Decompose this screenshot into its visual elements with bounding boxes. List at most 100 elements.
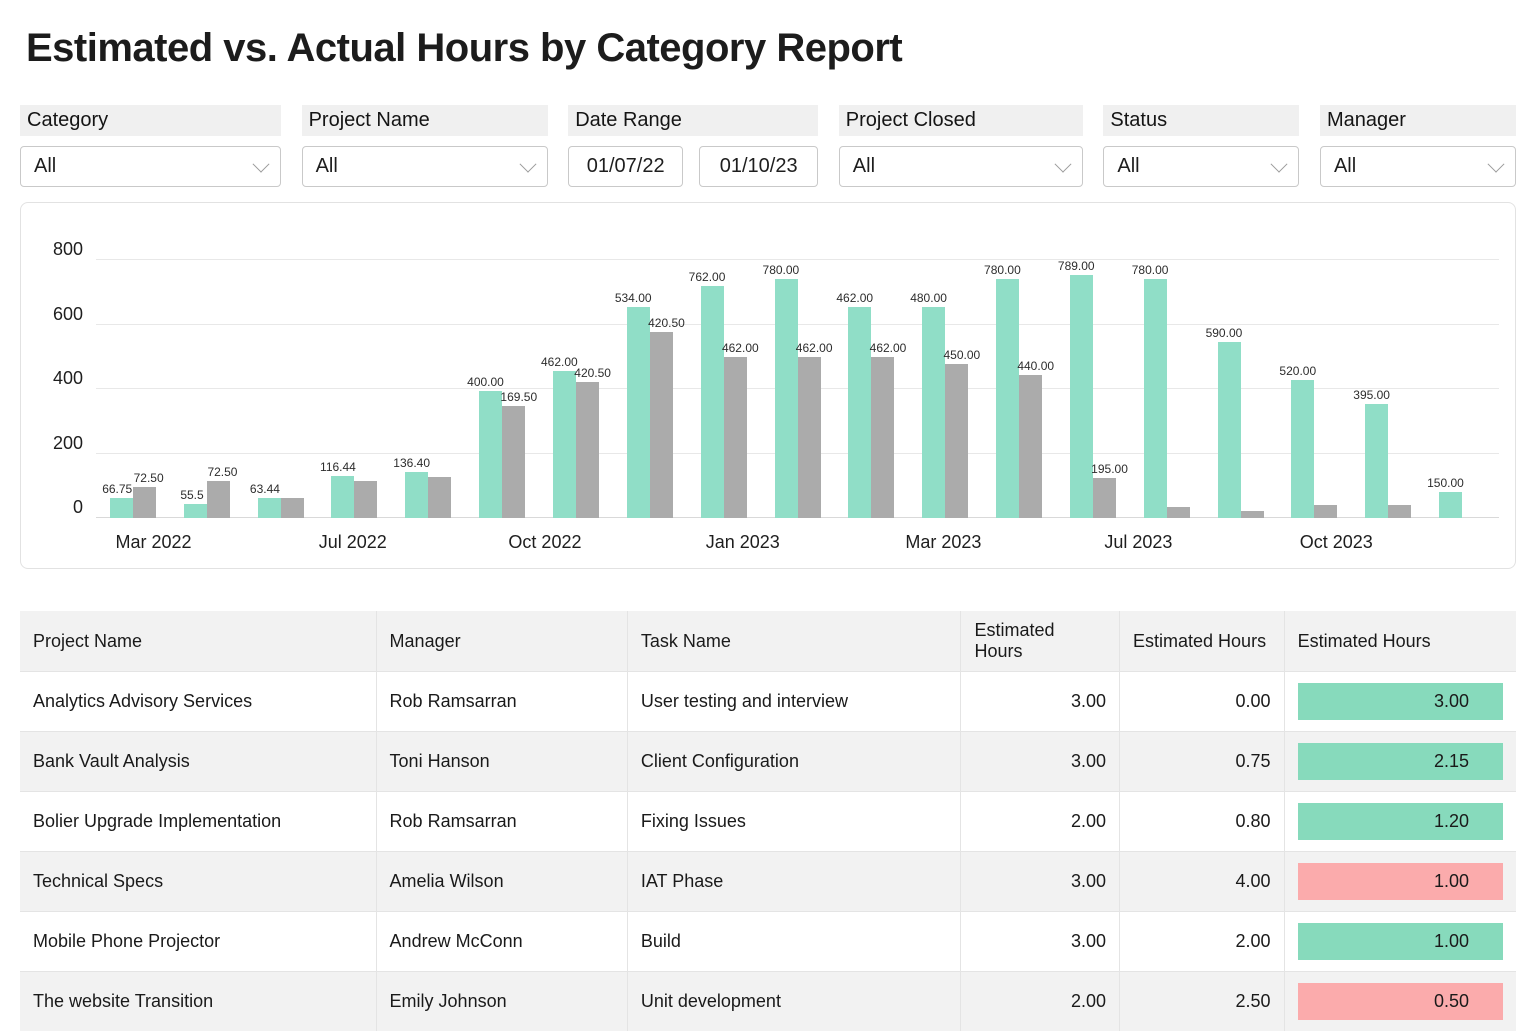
bar-value-label: 762.00 (689, 271, 726, 283)
bar-value-label: 72.50 (134, 472, 164, 484)
filter-label-category: Category (20, 105, 281, 136)
bar-value-label: 116.44 (320, 461, 356, 473)
bar-value-label: 136.40 (393, 457, 430, 469)
bar-value-label: 780.00 (1132, 264, 1169, 276)
hours-highlight-cell: 2.15 (1284, 732, 1516, 792)
estimated-bar[interactable]: 395.00 (1365, 404, 1388, 518)
filter-select-project-closed[interactable]: All (839, 146, 1083, 187)
bar-value-label: 462.00 (870, 342, 907, 354)
actual-bar[interactable] (1314, 505, 1337, 518)
estimated-bar[interactable]: 462.00 (848, 307, 871, 518)
table-cell: 2.50 (1120, 972, 1285, 1031)
actual-bar[interactable] (428, 477, 451, 518)
hours-highlight-cell: 1.20 (1284, 792, 1516, 852)
table-header-cell: Estimated Hours (1120, 611, 1285, 672)
bar-value-label: 195.00 (1091, 463, 1128, 475)
actual-bar[interactable]: 169.50 (502, 406, 525, 518)
filter-select-category[interactable]: All (20, 146, 281, 187)
chevron-down-icon (1487, 155, 1504, 172)
actual-bar[interactable] (1388, 505, 1411, 518)
actual-bar[interactable]: 195.00 (1093, 478, 1116, 518)
hours-highlight-cell: 1.00 (1284, 912, 1516, 972)
table-cell: 3.00 (961, 912, 1120, 972)
bar-group-3: 63.44 (244, 260, 318, 518)
table-cell: 4.00 (1120, 852, 1285, 912)
actual-bar[interactable]: 420.50 (650, 332, 673, 518)
filter-select-status[interactable]: All (1103, 146, 1299, 187)
actual-bar[interactable]: 462.00 (871, 357, 894, 518)
actual-bar[interactable] (281, 498, 304, 518)
hours-highlight-value: 0.50 (1298, 983, 1503, 1020)
estimated-bar[interactable]: 480.00 (922, 307, 945, 518)
y-axis-label: 200 (33, 434, 83, 452)
estimated-bar[interactable]: 136.40 (405, 472, 428, 518)
bar-value-label: 395.00 (1353, 389, 1390, 401)
estimated-bar[interactable]: 63.44 (258, 498, 281, 518)
estimated-bar[interactable]: 66.75 (110, 498, 133, 518)
estimated-bar[interactable]: 462.00 (553, 371, 576, 518)
filter-select-project-name[interactable]: All (302, 146, 548, 187)
estimated-bar[interactable]: 590.00 (1218, 342, 1241, 518)
table-cell: Rob Ramsarran (376, 792, 627, 852)
table-cell: Unit development (627, 972, 961, 1031)
filter-label-status: Status (1103, 105, 1299, 136)
bar-value-label: 789.00 (1058, 260, 1095, 272)
estimated-bar[interactable]: 780.00 (996, 279, 1019, 518)
actual-bar[interactable]: 462.00 (724, 357, 747, 518)
actual-bar[interactable]: 462.00 (798, 357, 821, 518)
y-axis-label: 800 (33, 240, 83, 258)
actual-bar[interactable]: 72.50 (207, 481, 230, 518)
table-cell: 2.00 (1120, 912, 1285, 972)
table-cell: Bolier Upgrade Implementation (20, 792, 376, 852)
table-cell: Emily Johnson (376, 972, 627, 1031)
estimated-bar[interactable]: 400.00 (479, 391, 502, 518)
actual-bar[interactable] (1167, 507, 1190, 518)
estimated-bar[interactable]: 520.00 (1291, 380, 1314, 518)
estimated-bar[interactable]: 789.00 (1070, 275, 1093, 518)
table-cell: 2.00 (961, 972, 1120, 1031)
table-cell: IAT Phase (627, 852, 961, 912)
actual-bar[interactable]: 450.00 (945, 364, 968, 518)
estimated-bar[interactable]: 762.00 (701, 286, 724, 518)
bar-value-label: 450.00 (943, 349, 980, 361)
bar-value-label: 63.44 (250, 483, 280, 495)
filter-select-value-project-closed: All (853, 155, 875, 178)
chevron-down-icon (519, 155, 536, 172)
bar-value-label: 462.00 (796, 342, 833, 354)
bar-group-19: 150.00 (1425, 260, 1499, 518)
table-cell: Mobile Phone Projector (20, 912, 376, 972)
bar-value-label: 534.00 (615, 292, 652, 304)
actual-bar[interactable]: 440.00 (1019, 375, 1042, 518)
table-cell: 3.00 (961, 672, 1120, 732)
actual-bar[interactable]: 72.50 (133, 487, 156, 518)
actual-bar[interactable] (1241, 511, 1264, 518)
y-axis-label: 400 (33, 369, 83, 387)
filter-label-project-closed: Project Closed (839, 105, 1083, 136)
filter-select-manager[interactable]: All (1320, 146, 1516, 187)
actual-bar[interactable] (354, 481, 377, 518)
date-from-input[interactable]: 01/07/22 (568, 146, 683, 187)
estimated-bar[interactable]: 116.44 (331, 476, 354, 518)
estimated-bar[interactable]: 780.00 (775, 279, 798, 518)
page-title: Estimated vs. Actual Hours by Category R… (26, 26, 1516, 71)
estimated-bar[interactable]: 534.00 (627, 307, 650, 518)
table-header-cell: Estimated Hours (1284, 611, 1516, 672)
estimated-bar[interactable]: 150.00 (1439, 492, 1462, 518)
bar-value-label: 55.5 (180, 489, 203, 501)
hours-highlight-value: 2.15 (1298, 743, 1503, 780)
bar-value-label: 462.00 (541, 356, 578, 368)
bar-value-label: 440.00 (1017, 360, 1054, 372)
estimated-bar[interactable]: 780.00 (1144, 279, 1167, 518)
actual-bar[interactable]: 420.50 (576, 382, 599, 518)
estimated-bar[interactable]: 55.5 (184, 504, 207, 519)
date-to-input[interactable]: 01/10/23 (699, 146, 818, 187)
table-cell: 3.00 (961, 732, 1120, 792)
